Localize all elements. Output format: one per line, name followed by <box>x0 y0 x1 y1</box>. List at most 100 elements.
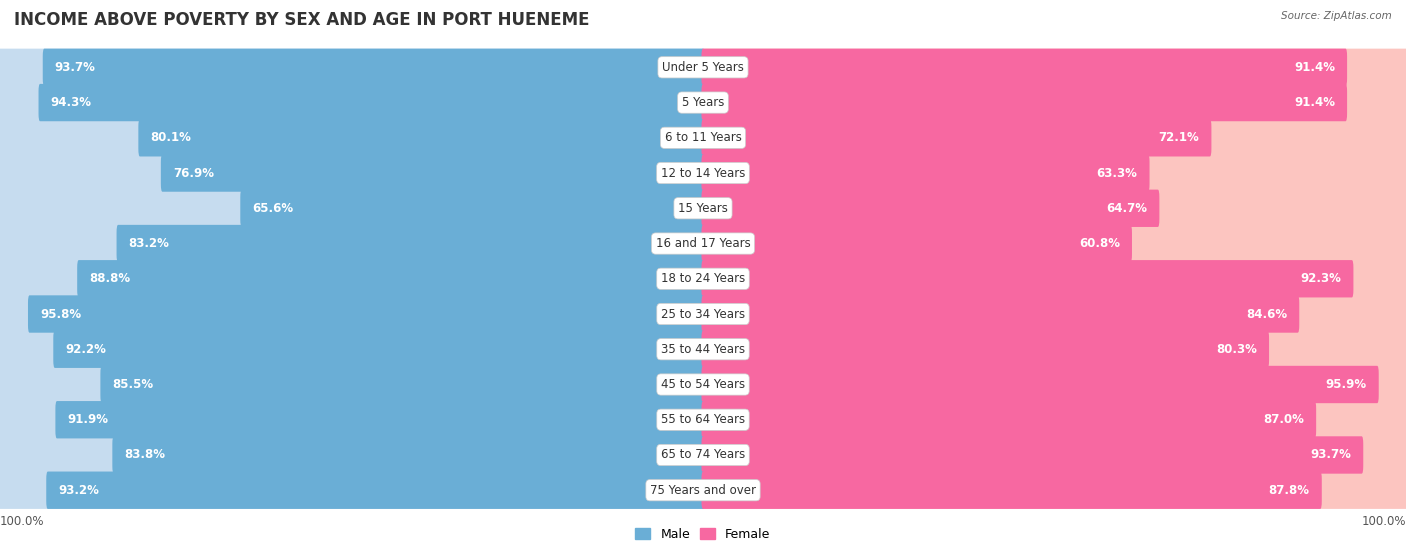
Text: 91.9%: 91.9% <box>67 413 108 426</box>
Bar <box>0 472 1406 508</box>
Text: 12 to 14 Years: 12 to 14 Years <box>661 167 745 179</box>
FancyBboxPatch shape <box>702 436 1364 473</box>
Text: 85.5%: 85.5% <box>112 378 153 391</box>
Text: 100.0%: 100.0% <box>1361 515 1406 528</box>
FancyBboxPatch shape <box>0 154 704 192</box>
FancyBboxPatch shape <box>138 119 704 157</box>
FancyBboxPatch shape <box>240 190 704 227</box>
FancyBboxPatch shape <box>0 366 704 403</box>
Text: 91.4%: 91.4% <box>1294 96 1336 109</box>
Text: 5 Years: 5 Years <box>682 96 724 109</box>
Text: 88.8%: 88.8% <box>90 272 131 285</box>
FancyBboxPatch shape <box>702 225 1132 262</box>
Text: 64.7%: 64.7% <box>1107 202 1147 215</box>
Text: 93.7%: 93.7% <box>55 61 96 74</box>
Text: 84.6%: 84.6% <box>1246 307 1288 320</box>
FancyBboxPatch shape <box>702 366 1379 403</box>
FancyBboxPatch shape <box>38 84 704 121</box>
Bar <box>0 437 1406 472</box>
Bar <box>0 191 1406 226</box>
FancyBboxPatch shape <box>702 260 1354 297</box>
FancyBboxPatch shape <box>46 472 704 509</box>
FancyBboxPatch shape <box>702 330 1270 368</box>
Text: 93.7%: 93.7% <box>1310 448 1351 462</box>
Text: 65.6%: 65.6% <box>253 202 294 215</box>
FancyBboxPatch shape <box>28 295 704 333</box>
Text: 18 to 24 Years: 18 to 24 Years <box>661 272 745 285</box>
Bar <box>0 50 1406 85</box>
Text: 92.2%: 92.2% <box>65 343 107 356</box>
FancyBboxPatch shape <box>702 401 1316 438</box>
FancyBboxPatch shape <box>702 366 1406 403</box>
Text: 83.8%: 83.8% <box>125 448 166 462</box>
Bar <box>0 155 1406 191</box>
FancyBboxPatch shape <box>702 295 1299 333</box>
FancyBboxPatch shape <box>702 225 1406 262</box>
FancyBboxPatch shape <box>702 84 1347 121</box>
Text: 65 to 74 Years: 65 to 74 Years <box>661 448 745 462</box>
Text: 6 to 11 Years: 6 to 11 Years <box>665 131 741 144</box>
FancyBboxPatch shape <box>702 330 1406 368</box>
Text: 16 and 17 Years: 16 and 17 Years <box>655 237 751 250</box>
FancyBboxPatch shape <box>702 49 1347 86</box>
FancyBboxPatch shape <box>77 260 704 297</box>
Text: 75 Years and over: 75 Years and over <box>650 484 756 497</box>
FancyBboxPatch shape <box>702 49 1406 86</box>
Text: 93.2%: 93.2% <box>58 484 100 497</box>
FancyBboxPatch shape <box>55 401 704 438</box>
FancyBboxPatch shape <box>702 260 1406 297</box>
FancyBboxPatch shape <box>0 225 704 262</box>
FancyBboxPatch shape <box>112 436 704 473</box>
Text: 76.9%: 76.9% <box>173 167 214 179</box>
FancyBboxPatch shape <box>53 330 704 368</box>
FancyBboxPatch shape <box>702 190 1160 227</box>
FancyBboxPatch shape <box>702 119 1212 157</box>
Text: 95.8%: 95.8% <box>41 307 82 320</box>
FancyBboxPatch shape <box>702 119 1406 157</box>
FancyBboxPatch shape <box>702 154 1150 192</box>
Text: 87.8%: 87.8% <box>1268 484 1310 497</box>
Text: 60.8%: 60.8% <box>1078 237 1121 250</box>
FancyBboxPatch shape <box>0 295 704 333</box>
FancyBboxPatch shape <box>702 190 1406 227</box>
Bar <box>0 331 1406 367</box>
Text: 55 to 64 Years: 55 to 64 Years <box>661 413 745 426</box>
Bar <box>0 120 1406 155</box>
FancyBboxPatch shape <box>702 436 1406 473</box>
Text: 80.1%: 80.1% <box>150 131 191 144</box>
Text: 95.9%: 95.9% <box>1326 378 1367 391</box>
Legend: Male, Female: Male, Female <box>630 523 776 546</box>
FancyBboxPatch shape <box>117 225 704 262</box>
Bar <box>0 402 1406 437</box>
Bar <box>0 296 1406 331</box>
FancyBboxPatch shape <box>42 49 704 86</box>
FancyBboxPatch shape <box>0 49 704 86</box>
Text: 35 to 44 Years: 35 to 44 Years <box>661 343 745 356</box>
Text: 92.3%: 92.3% <box>1301 272 1341 285</box>
Text: 15 Years: 15 Years <box>678 202 728 215</box>
Bar <box>0 261 1406 296</box>
FancyBboxPatch shape <box>0 436 704 473</box>
FancyBboxPatch shape <box>702 401 1406 438</box>
FancyBboxPatch shape <box>0 190 704 227</box>
Text: 87.0%: 87.0% <box>1263 413 1305 426</box>
Text: 91.4%: 91.4% <box>1294 61 1336 74</box>
FancyBboxPatch shape <box>0 119 704 157</box>
FancyBboxPatch shape <box>702 295 1406 333</box>
FancyBboxPatch shape <box>0 84 704 121</box>
FancyBboxPatch shape <box>0 472 704 509</box>
Text: 100.0%: 100.0% <box>0 515 45 528</box>
Bar <box>0 226 1406 261</box>
FancyBboxPatch shape <box>702 472 1406 509</box>
Text: 72.1%: 72.1% <box>1159 131 1199 144</box>
Text: 80.3%: 80.3% <box>1216 343 1257 356</box>
Text: Under 5 Years: Under 5 Years <box>662 61 744 74</box>
Text: INCOME ABOVE POVERTY BY SEX AND AGE IN PORT HUENEME: INCOME ABOVE POVERTY BY SEX AND AGE IN P… <box>14 11 589 29</box>
Text: 25 to 34 Years: 25 to 34 Years <box>661 307 745 320</box>
FancyBboxPatch shape <box>702 84 1406 121</box>
Text: Source: ZipAtlas.com: Source: ZipAtlas.com <box>1281 11 1392 21</box>
Text: 94.3%: 94.3% <box>51 96 91 109</box>
FancyBboxPatch shape <box>702 154 1406 192</box>
FancyBboxPatch shape <box>0 401 704 438</box>
FancyBboxPatch shape <box>702 472 1322 509</box>
